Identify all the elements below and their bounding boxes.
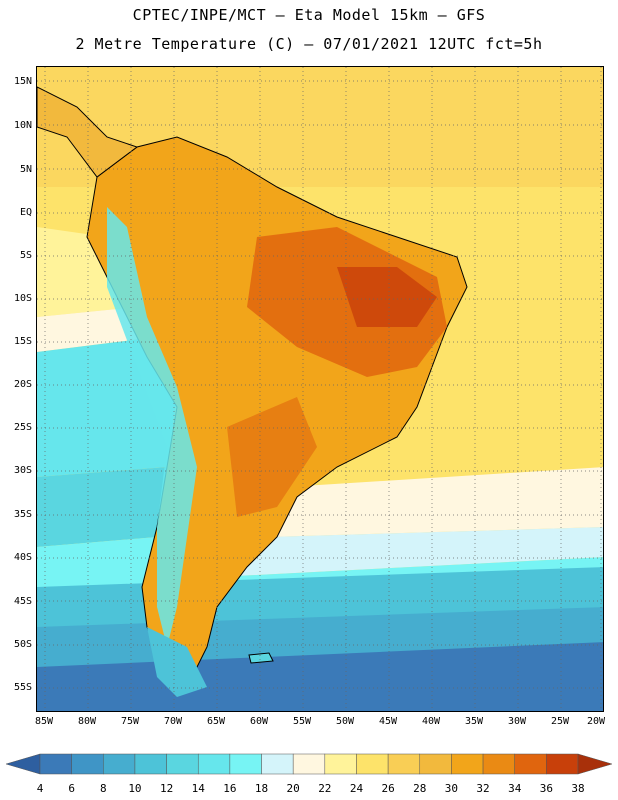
colorbar-tick-label: 28	[413, 782, 427, 795]
colorbar-swatch	[166, 753, 199, 775]
central-america-land	[37, 86, 139, 178]
colorbar-swatch	[546, 753, 579, 775]
lat-label: 5N	[19, 164, 32, 175]
colorbar-swatch	[292, 753, 326, 775]
colorbar-tick-label: 12	[159, 782, 174, 795]
lon-label: 75W	[120, 716, 140, 727]
ocean-atlantic-cool	[217, 527, 603, 577]
colorbar-tick-label: 26	[381, 782, 395, 795]
colorbar-swatch	[387, 753, 421, 775]
lat-label: 55S	[13, 682, 32, 693]
chart-title-line2: 2 Metre Temperature (C) – 07/01/2021 12U…	[75, 35, 543, 53]
lat-label: 30S	[13, 465, 32, 476]
lat-label: 50S	[13, 639, 32, 650]
colorbar-swatch	[419, 753, 452, 775]
hottest-region	[337, 267, 437, 327]
colorbar-tick-label: 32	[476, 782, 490, 795]
colorbar-swatch	[197, 753, 231, 775]
lon-label: 70W	[163, 716, 183, 727]
lon-label: 30W	[507, 716, 527, 727]
colorbar-tick-label: 30	[444, 782, 459, 795]
lon-label: 65W	[206, 716, 226, 727]
lat-label: 10N	[13, 120, 32, 131]
colorbar-tick-label: 24	[349, 782, 364, 795]
ocean-atlantic-mild	[267, 467, 603, 537]
colorbar-arrow-low	[5, 753, 41, 775]
colorbar-swatch	[229, 753, 262, 775]
lon-label: 40W	[421, 716, 441, 727]
colorbar-tick-label: 4	[36, 782, 44, 795]
colorbar-swatch	[482, 753, 515, 775]
colorbar-swatch	[134, 753, 167, 775]
lat-label: 15S	[13, 336, 32, 347]
chart-title-line1: CPTEC/INPE/MCT – Eta Model 15km – GFS	[132, 6, 486, 24]
lat-label: 5S	[19, 250, 32, 261]
colorbar-tick-label: 38	[571, 782, 585, 795]
colorbar-swatch	[514, 753, 547, 775]
lat-label: 10S	[13, 293, 32, 304]
colorbar-swatch	[71, 753, 104, 775]
lon-label: 85W	[34, 716, 54, 727]
lon-label: 50W	[335, 716, 355, 727]
lat-label: 35S	[13, 509, 32, 520]
colorbar-swatch	[356, 753, 389, 775]
andes-cold-strip	[107, 207, 197, 647]
lat-label: 20S	[13, 379, 32, 390]
colorbar-swatch	[324, 753, 357, 775]
lat-label: EQ	[19, 207, 32, 218]
lat-label: 25S	[13, 422, 32, 433]
falkland-islands	[248, 652, 274, 664]
colorbar-tick-label: 18	[254, 782, 269, 795]
colorbar-swatch	[103, 753, 136, 775]
colorbar-tick-label: 34	[508, 782, 522, 795]
map-canvas	[37, 67, 603, 711]
hot-region-brazil	[247, 227, 447, 377]
colorbar-tick-label: 36	[539, 782, 553, 795]
lat-label: 45S	[13, 596, 32, 607]
colorbar-tick-label: 20	[286, 782, 300, 795]
lon-label: 20W	[586, 716, 606, 727]
patagonia-cold	[147, 627, 207, 697]
temperature-map	[36, 66, 604, 712]
colorbar-tick-label: 6	[68, 782, 75, 795]
colorbar-tick-label: 10	[128, 782, 142, 795]
colorbar-tick-label: 22	[318, 782, 332, 795]
lon-label: 35W	[464, 716, 484, 727]
lon-label: 60W	[249, 716, 269, 727]
ocean-south-band-1	[37, 467, 167, 547]
colorbar-tick-label: 16	[223, 782, 237, 795]
colorbar-swatch	[451, 753, 484, 775]
lon-label: 45W	[378, 716, 398, 727]
colorbar-tick-label: 8	[99, 782, 107, 795]
colorbar	[5, 753, 613, 775]
graticule	[37, 67, 603, 711]
lon-label: 55W	[292, 716, 312, 727]
colorbar-swatch	[39, 753, 72, 775]
colorbar-swatch	[261, 753, 294, 775]
lat-label: 40S	[13, 552, 32, 563]
colorbar-tick-label: 14	[191, 782, 205, 795]
colorbar-arrow-high	[577, 753, 613, 775]
lon-label: 80W	[77, 716, 97, 727]
hot-region-argentina	[227, 397, 317, 517]
lat-label: 15N	[13, 76, 32, 87]
lon-label: 25W	[550, 716, 570, 727]
